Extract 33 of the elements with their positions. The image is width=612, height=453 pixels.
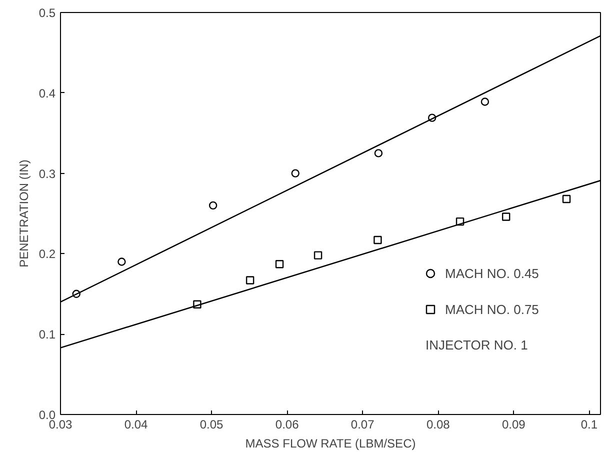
y-tick-label: 0.5	[38, 6, 56, 20]
point	[208, 201, 218, 210]
x-tick-label: 0.08	[426, 418, 450, 432]
point	[118, 258, 126, 266]
x-tick-label: 0.07	[350, 418, 375, 432]
point	[314, 251, 322, 260]
annotation: INJECTOR NO. 1	[426, 338, 528, 352]
point	[562, 194, 571, 204]
x-tick-label: 0.06	[275, 418, 300, 432]
point	[456, 217, 464, 226]
legend-label: MACH NO. 0.45	[445, 266, 539, 280]
point	[502, 212, 510, 221]
point	[275, 260, 284, 268]
x-axis-title: MASS FLOW RATE (LBM/SEC)	[245, 436, 416, 450]
point	[428, 114, 436, 122]
point	[374, 236, 382, 244]
y-axis-title: PENETRATION (IN)	[16, 160, 31, 268]
x-tick-label: 0.05	[200, 418, 224, 432]
point	[72, 290, 80, 298]
y-tick-label: 0.3	[38, 166, 56, 181]
point	[480, 98, 490, 106]
x-tick-label: 0.04	[124, 418, 148, 432]
x-tick-label: 0.03	[48, 418, 73, 432]
x-tick-label: 0.09	[502, 418, 526, 432]
y-tick-label: 0.1	[38, 328, 56, 342]
point	[246, 276, 254, 284]
y-tick-label: 0.4	[38, 86, 56, 100]
y-tick-label: 0.2	[38, 247, 56, 262]
legend-label: MACH NO. 0.75	[445, 302, 539, 316]
point	[291, 169, 300, 178]
point	[374, 149, 383, 158]
x-tick-label: 0.1	[580, 418, 598, 432]
point	[193, 300, 202, 308]
